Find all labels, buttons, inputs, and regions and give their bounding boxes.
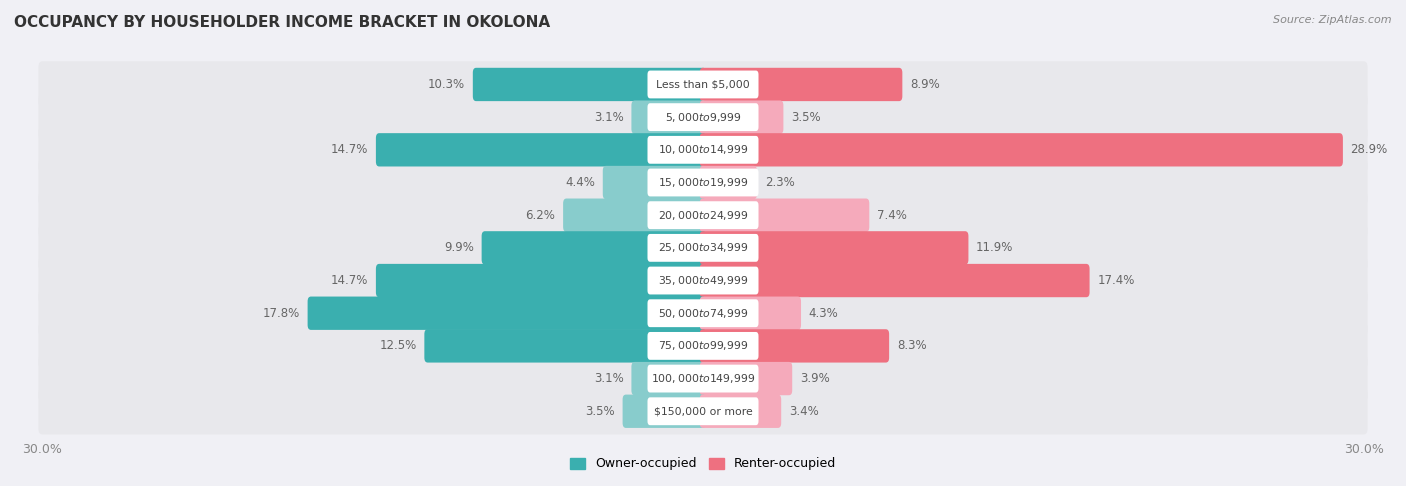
FancyBboxPatch shape xyxy=(482,231,706,264)
Text: 3.5%: 3.5% xyxy=(585,405,614,418)
Text: Source: ZipAtlas.com: Source: ZipAtlas.com xyxy=(1274,15,1392,25)
Text: 8.3%: 8.3% xyxy=(897,339,927,352)
Text: 3.5%: 3.5% xyxy=(792,111,821,123)
FancyBboxPatch shape xyxy=(700,264,1090,297)
FancyBboxPatch shape xyxy=(38,388,1368,434)
FancyBboxPatch shape xyxy=(375,264,706,297)
Text: 4.3%: 4.3% xyxy=(808,307,838,320)
FancyBboxPatch shape xyxy=(38,159,1368,206)
Text: 3.1%: 3.1% xyxy=(593,372,624,385)
FancyBboxPatch shape xyxy=(700,133,1343,167)
Text: 10.3%: 10.3% xyxy=(427,78,465,91)
FancyBboxPatch shape xyxy=(648,103,758,131)
FancyBboxPatch shape xyxy=(648,70,758,98)
FancyBboxPatch shape xyxy=(38,225,1368,271)
Text: $75,000 to $99,999: $75,000 to $99,999 xyxy=(658,339,748,352)
Text: $20,000 to $24,999: $20,000 to $24,999 xyxy=(658,208,748,222)
FancyBboxPatch shape xyxy=(631,362,706,395)
FancyBboxPatch shape xyxy=(700,395,782,428)
FancyBboxPatch shape xyxy=(648,234,758,262)
Text: 3.1%: 3.1% xyxy=(593,111,624,123)
Text: OCCUPANCY BY HOUSEHOLDER INCOME BRACKET IN OKOLONA: OCCUPANCY BY HOUSEHOLDER INCOME BRACKET … xyxy=(14,15,550,30)
Text: 28.9%: 28.9% xyxy=(1351,143,1388,156)
FancyBboxPatch shape xyxy=(564,198,706,232)
FancyBboxPatch shape xyxy=(623,395,706,428)
Text: 14.7%: 14.7% xyxy=(330,274,368,287)
FancyBboxPatch shape xyxy=(648,332,758,360)
Text: 14.7%: 14.7% xyxy=(330,143,368,156)
Text: 3.4%: 3.4% xyxy=(789,405,818,418)
FancyBboxPatch shape xyxy=(700,329,889,363)
FancyBboxPatch shape xyxy=(631,101,706,134)
Text: 8.9%: 8.9% xyxy=(910,78,939,91)
Text: 9.9%: 9.9% xyxy=(444,242,474,254)
FancyBboxPatch shape xyxy=(700,68,903,101)
Text: $35,000 to $49,999: $35,000 to $49,999 xyxy=(658,274,748,287)
FancyBboxPatch shape xyxy=(38,127,1368,173)
Text: 17.4%: 17.4% xyxy=(1097,274,1135,287)
Text: Less than $5,000: Less than $5,000 xyxy=(657,80,749,89)
FancyBboxPatch shape xyxy=(648,299,758,327)
Text: 6.2%: 6.2% xyxy=(526,208,555,222)
FancyBboxPatch shape xyxy=(472,68,706,101)
FancyBboxPatch shape xyxy=(700,296,801,330)
FancyBboxPatch shape xyxy=(38,61,1368,108)
Text: 2.3%: 2.3% xyxy=(765,176,794,189)
FancyBboxPatch shape xyxy=(308,296,706,330)
Text: $10,000 to $14,999: $10,000 to $14,999 xyxy=(658,143,748,156)
Legend: Owner-occupied, Renter-occupied: Owner-occupied, Renter-occupied xyxy=(564,451,842,477)
Text: 3.9%: 3.9% xyxy=(800,372,830,385)
FancyBboxPatch shape xyxy=(375,133,706,167)
Text: 17.8%: 17.8% xyxy=(263,307,299,320)
FancyBboxPatch shape xyxy=(700,231,969,264)
FancyBboxPatch shape xyxy=(603,166,706,199)
Text: $5,000 to $9,999: $5,000 to $9,999 xyxy=(665,111,741,123)
Text: $25,000 to $34,999: $25,000 to $34,999 xyxy=(658,242,748,254)
FancyBboxPatch shape xyxy=(648,169,758,196)
Text: $100,000 to $149,999: $100,000 to $149,999 xyxy=(651,372,755,385)
Text: 12.5%: 12.5% xyxy=(380,339,416,352)
FancyBboxPatch shape xyxy=(700,362,792,395)
FancyBboxPatch shape xyxy=(425,329,706,363)
FancyBboxPatch shape xyxy=(700,101,783,134)
Text: $150,000 or more: $150,000 or more xyxy=(654,406,752,416)
FancyBboxPatch shape xyxy=(38,94,1368,140)
Text: 4.4%: 4.4% xyxy=(565,176,595,189)
FancyBboxPatch shape xyxy=(38,355,1368,402)
Text: $15,000 to $19,999: $15,000 to $19,999 xyxy=(658,176,748,189)
FancyBboxPatch shape xyxy=(38,192,1368,239)
FancyBboxPatch shape xyxy=(38,258,1368,304)
Text: 7.4%: 7.4% xyxy=(877,208,907,222)
Text: $50,000 to $74,999: $50,000 to $74,999 xyxy=(658,307,748,320)
FancyBboxPatch shape xyxy=(648,398,758,425)
Text: 11.9%: 11.9% xyxy=(976,242,1014,254)
FancyBboxPatch shape xyxy=(648,201,758,229)
FancyBboxPatch shape xyxy=(648,364,758,393)
FancyBboxPatch shape xyxy=(700,198,869,232)
FancyBboxPatch shape xyxy=(38,290,1368,336)
FancyBboxPatch shape xyxy=(648,267,758,295)
FancyBboxPatch shape xyxy=(38,323,1368,369)
FancyBboxPatch shape xyxy=(700,166,756,199)
FancyBboxPatch shape xyxy=(648,136,758,164)
